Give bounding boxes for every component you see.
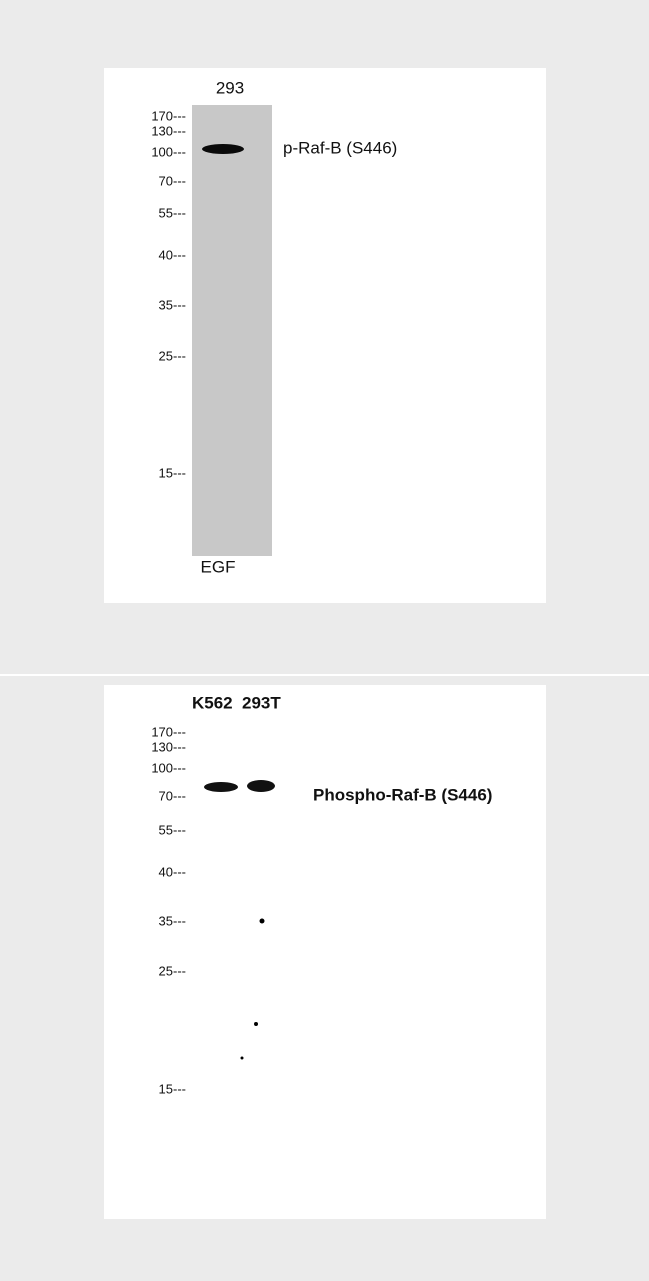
lane [192,105,272,556]
speck [241,1057,244,1060]
marker-label: 40--- [159,247,186,262]
marker-label: 25--- [159,963,186,978]
marker-label: 70--- [159,788,186,803]
lane-label: 293T [242,693,281,712]
speck [260,919,265,924]
marker-label: 130--- [151,739,186,754]
band [247,780,275,792]
speck [254,1022,258,1026]
band-label: p-Raf-B (S446) [283,138,397,157]
marker-label: 55--- [159,822,186,837]
lane-label: K562 [192,693,233,712]
marker-label: 40--- [159,864,186,879]
marker-label: 15--- [159,465,186,480]
treatment-label: EGF [201,557,236,576]
page: 293 p-Raf-B (S446) EGF 170---130---100--… [0,0,649,1281]
marker-label: 170--- [151,108,186,123]
marker-label: 70--- [159,173,186,188]
marker-label: 15--- [159,1081,186,1096]
marker-label: 100--- [151,144,186,159]
figure: 293 p-Raf-B (S446) EGF 170---130---100--… [0,0,649,1281]
marker-label: 35--- [159,297,186,312]
marker-label: 55--- [159,205,186,220]
marker-label: 35--- [159,913,186,928]
band [202,144,244,154]
marker-label: 130--- [151,123,186,138]
band [204,782,238,792]
band-label: Phospho-Raf-B (S446) [313,785,492,804]
lane-label: 293 [216,78,244,97]
marker-label: 100--- [151,760,186,775]
marker-label: 25--- [159,348,186,363]
divider [0,674,649,676]
marker-label: 170--- [151,724,186,739]
